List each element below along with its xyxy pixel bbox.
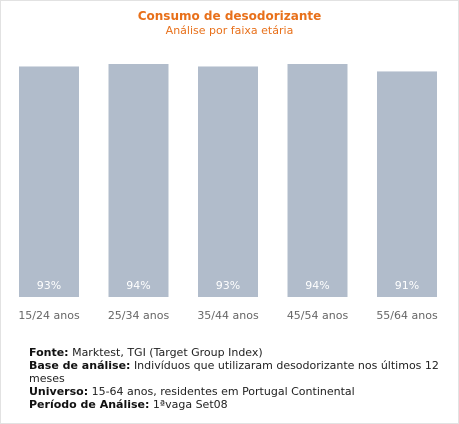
universe-note: Universo: 15-64 anos, residentes em Port… [29, 385, 439, 398]
base-label: Base de análise: [29, 359, 131, 372]
period-note: Período de Análise: 1ªvaga Set08 [29, 398, 439, 411]
base-note: Base de análise: Indivíduos que utilizar… [29, 359, 439, 385]
source-label: Fonte: [29, 346, 69, 359]
base-value: Indivíduos que utilizaram desodorizante … [29, 359, 439, 385]
bar-value-label-4: 94% [305, 279, 329, 292]
bar-3 [198, 66, 258, 297]
bar-value-label-1: 93% [37, 279, 61, 292]
period-value: 1ªvaga Set08 [152, 398, 228, 411]
bar-5 [377, 71, 437, 297]
period-label: Período de Análise: [29, 398, 150, 411]
x-tick-label-4: 45/54 anos [287, 309, 349, 322]
chart-subtitle: Análise por faixa etária [165, 24, 294, 37]
bar-value-label-2: 94% [126, 279, 150, 292]
bar-value-label-3: 93% [216, 279, 240, 292]
chart-title: Consumo de desodorizante [137, 9, 322, 23]
universe-label: Universo: [29, 385, 89, 398]
bar-4 [287, 64, 348, 297]
x-tick-label-2: 25/34 anos [108, 309, 170, 322]
chart-notes: Fonte: Marktest, TGI (Target Group Index… [29, 346, 439, 411]
x-tick-label-5: 55/64 anos [376, 309, 438, 322]
bar-value-label-5: 91% [395, 279, 419, 292]
x-tick-label-1: 15/24 anos [18, 309, 80, 322]
source-value: Marktest, TGI (Target Group Index) [72, 346, 263, 359]
x-tick-label-3: 35/44 anos [197, 309, 259, 322]
bar-chart: 93% 15/24 anos 94% 25/34 anos 93% 35/44 anos 9… [18, 64, 438, 322]
bar-2 [108, 64, 169, 297]
universe-value: 15-64 anos, residentes em Portugal Conti… [91, 385, 355, 398]
bar-1 [19, 66, 79, 297]
source-note: Fonte: Marktest, TGI (Target Group Index… [29, 346, 439, 359]
